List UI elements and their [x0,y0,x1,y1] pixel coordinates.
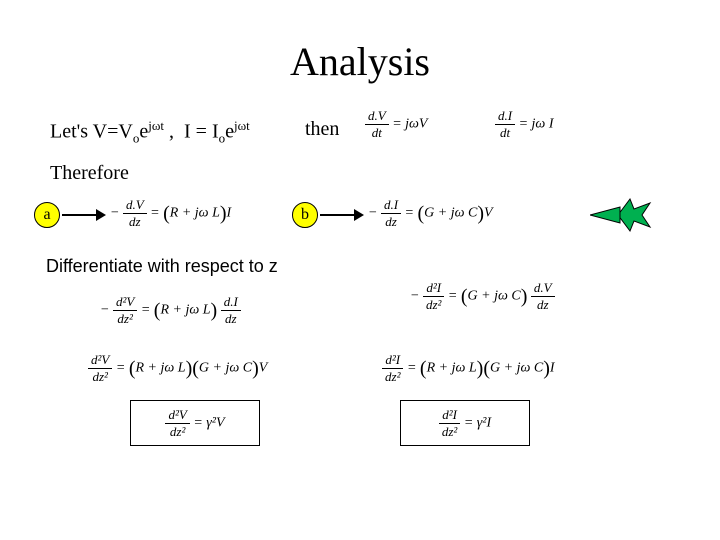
therefore-text: Therefore [50,162,129,185]
assumption-text: Let's V=Voejωt , I = Ioejωt [50,118,250,147]
result-box-i: d²Idz² = γ²I [400,400,530,446]
equation-a: − d.Vdz = (R + jω L)I [110,197,231,229]
equation-d2i-step: − d²Idz² = (G + jω C) d.Vdz [410,280,555,312]
result-box-v: d²Vdz² = γ²V [130,400,260,446]
arrow-right-icon [320,205,364,225]
label-circle-a: a [34,202,60,228]
equation-d2i-expanded: d²Idz² = (R + jω L)(G + jω C)I [382,352,555,384]
then-text: then [305,118,339,141]
arrow-right-icon [62,205,106,225]
equation-d2v-expanded: d²Vdz² = (R + jω L)(G + jω C)V [88,352,267,384]
differentiate-text: Differentiate with respect to z [46,256,278,277]
equation-d2v-step: − d²Vdz² = (R + jω L) d.Idz [100,294,241,326]
page-title: Analysis [0,38,720,85]
label-circle-b: b [292,202,318,228]
equation-dvdt: d.Vdt = jωV [365,108,427,140]
equation-b: − d.Idz = (G + jω C)V [368,197,493,229]
star-left-arrow-icon[interactable] [590,195,660,235]
equation-didt: d.Idt = jω I [495,108,553,140]
